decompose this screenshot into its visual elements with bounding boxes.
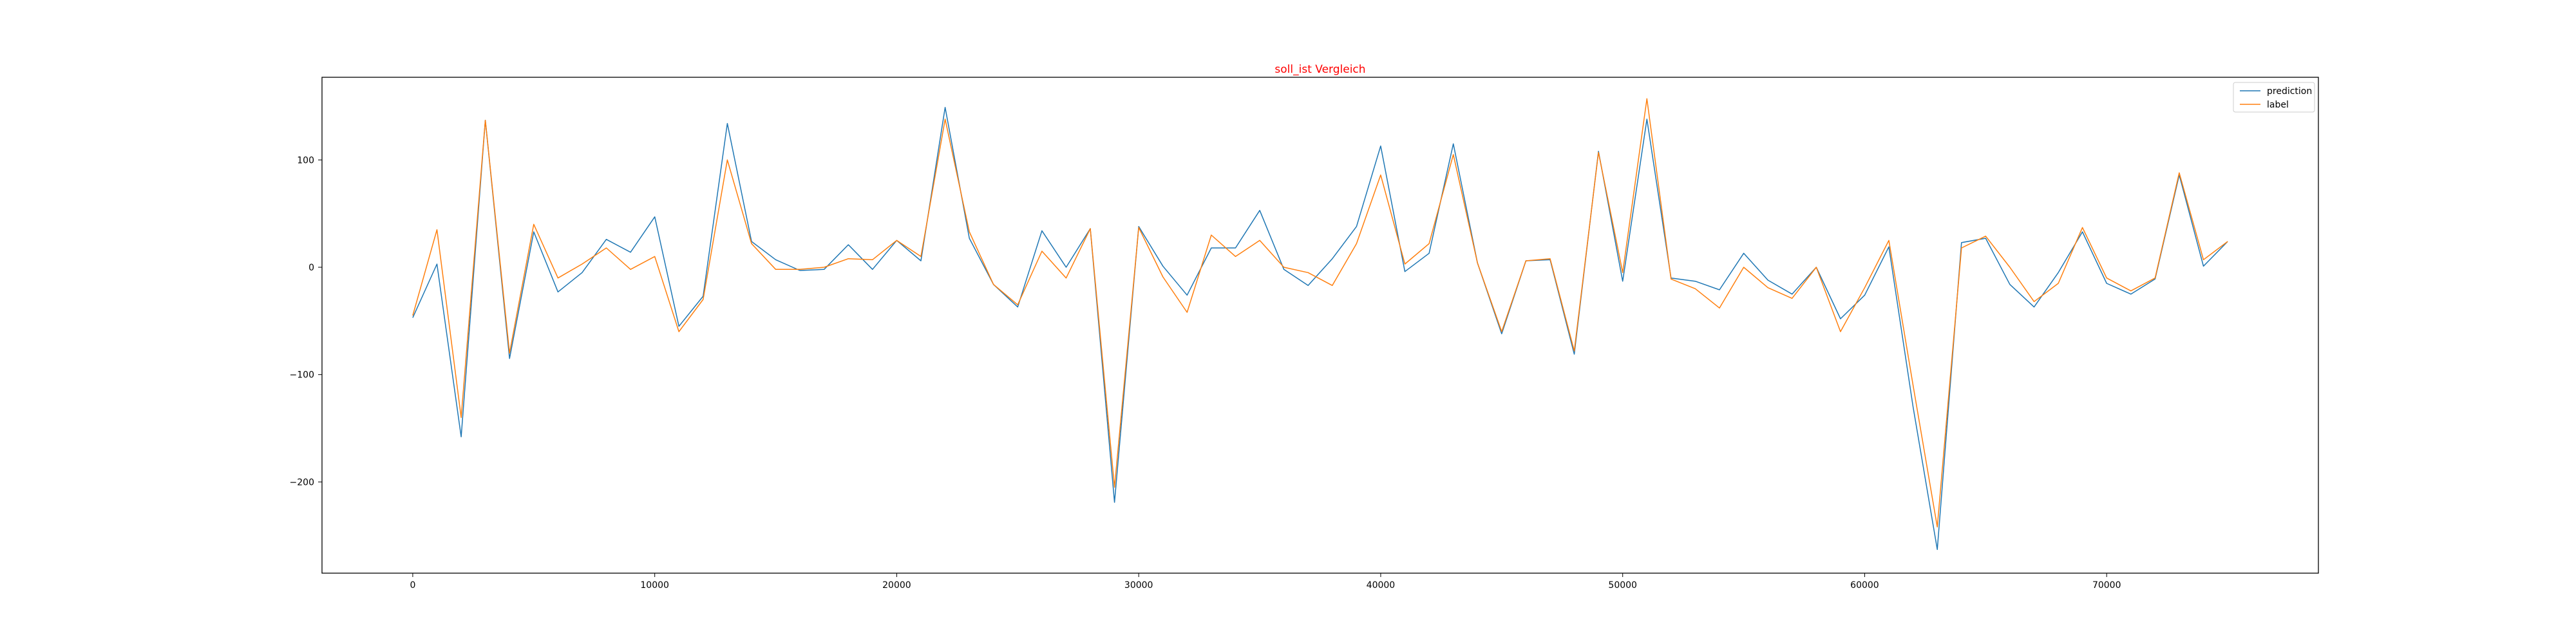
series-line-label bbox=[412, 98, 2228, 528]
x-tick-label: 0 bbox=[410, 580, 415, 591]
y-tick-label: −100 bbox=[290, 370, 314, 381]
x-tick-label: 40000 bbox=[1367, 580, 1396, 591]
legend: prediction label bbox=[2233, 82, 2315, 113]
series-line-prediction bbox=[412, 106, 2228, 551]
x-tick-label: 60000 bbox=[1850, 580, 1879, 591]
x-tick-label: 70000 bbox=[2092, 580, 2121, 591]
legend-label-prediction: prediction bbox=[2267, 86, 2312, 97]
plot-frame bbox=[321, 77, 2319, 574]
x-tick-label: 20000 bbox=[882, 580, 911, 591]
chart-title: soll_ist Vergleich bbox=[1274, 63, 1365, 76]
y-tick-label: 100 bbox=[297, 155, 314, 166]
x-tick-label: 10000 bbox=[640, 580, 669, 591]
x-tick-label: 50000 bbox=[1608, 580, 1637, 591]
x-tick-label: 30000 bbox=[1124, 580, 1153, 591]
y-tick-label: 0 bbox=[308, 263, 314, 273]
y-tick-label: −200 bbox=[290, 477, 314, 488]
y-axis: −200 −100 0 100 bbox=[290, 155, 322, 488]
x-axis: 0 10000 20000 30000 40000 50000 60000 70000 bbox=[410, 573, 2121, 591]
plot-series bbox=[412, 98, 2228, 551]
legend-label-label: label bbox=[2267, 100, 2289, 110]
